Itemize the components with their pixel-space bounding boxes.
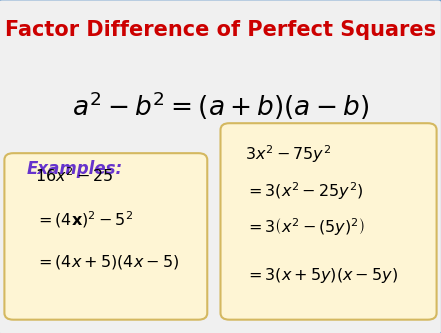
Text: $= (4\mathbf{x})^2 - 5^2$: $= (4\mathbf{x})^2 - 5^2$	[35, 210, 134, 230]
Text: $= 3(x+5y)(x-5y)$: $= 3(x+5y)(x-5y)$	[245, 266, 398, 285]
Text: Examples:: Examples:	[26, 160, 123, 178]
FancyBboxPatch shape	[4, 153, 207, 320]
FancyBboxPatch shape	[220, 123, 437, 320]
Text: $= 3\left(x^2 - (5y)^2\right)$: $= 3\left(x^2 - (5y)^2\right)$	[245, 216, 365, 238]
Text: $3x^2 - 75y^2$: $3x^2 - 75y^2$	[245, 143, 331, 165]
Text: Factor Difference of Perfect Squares: Factor Difference of Perfect Squares	[5, 20, 436, 40]
Text: $= 3(x^2 - 25y^2)$: $= 3(x^2 - 25y^2)$	[245, 180, 363, 201]
Text: $= (4x+5)(4x-5)$: $= (4x+5)(4x-5)$	[35, 253, 179, 271]
Text: $a^2 - b^2 = (a+b)(a-b)$: $a^2 - b^2 = (a+b)(a-b)$	[72, 90, 369, 123]
Text: $16x^2 - 25$: $16x^2 - 25$	[35, 166, 114, 185]
